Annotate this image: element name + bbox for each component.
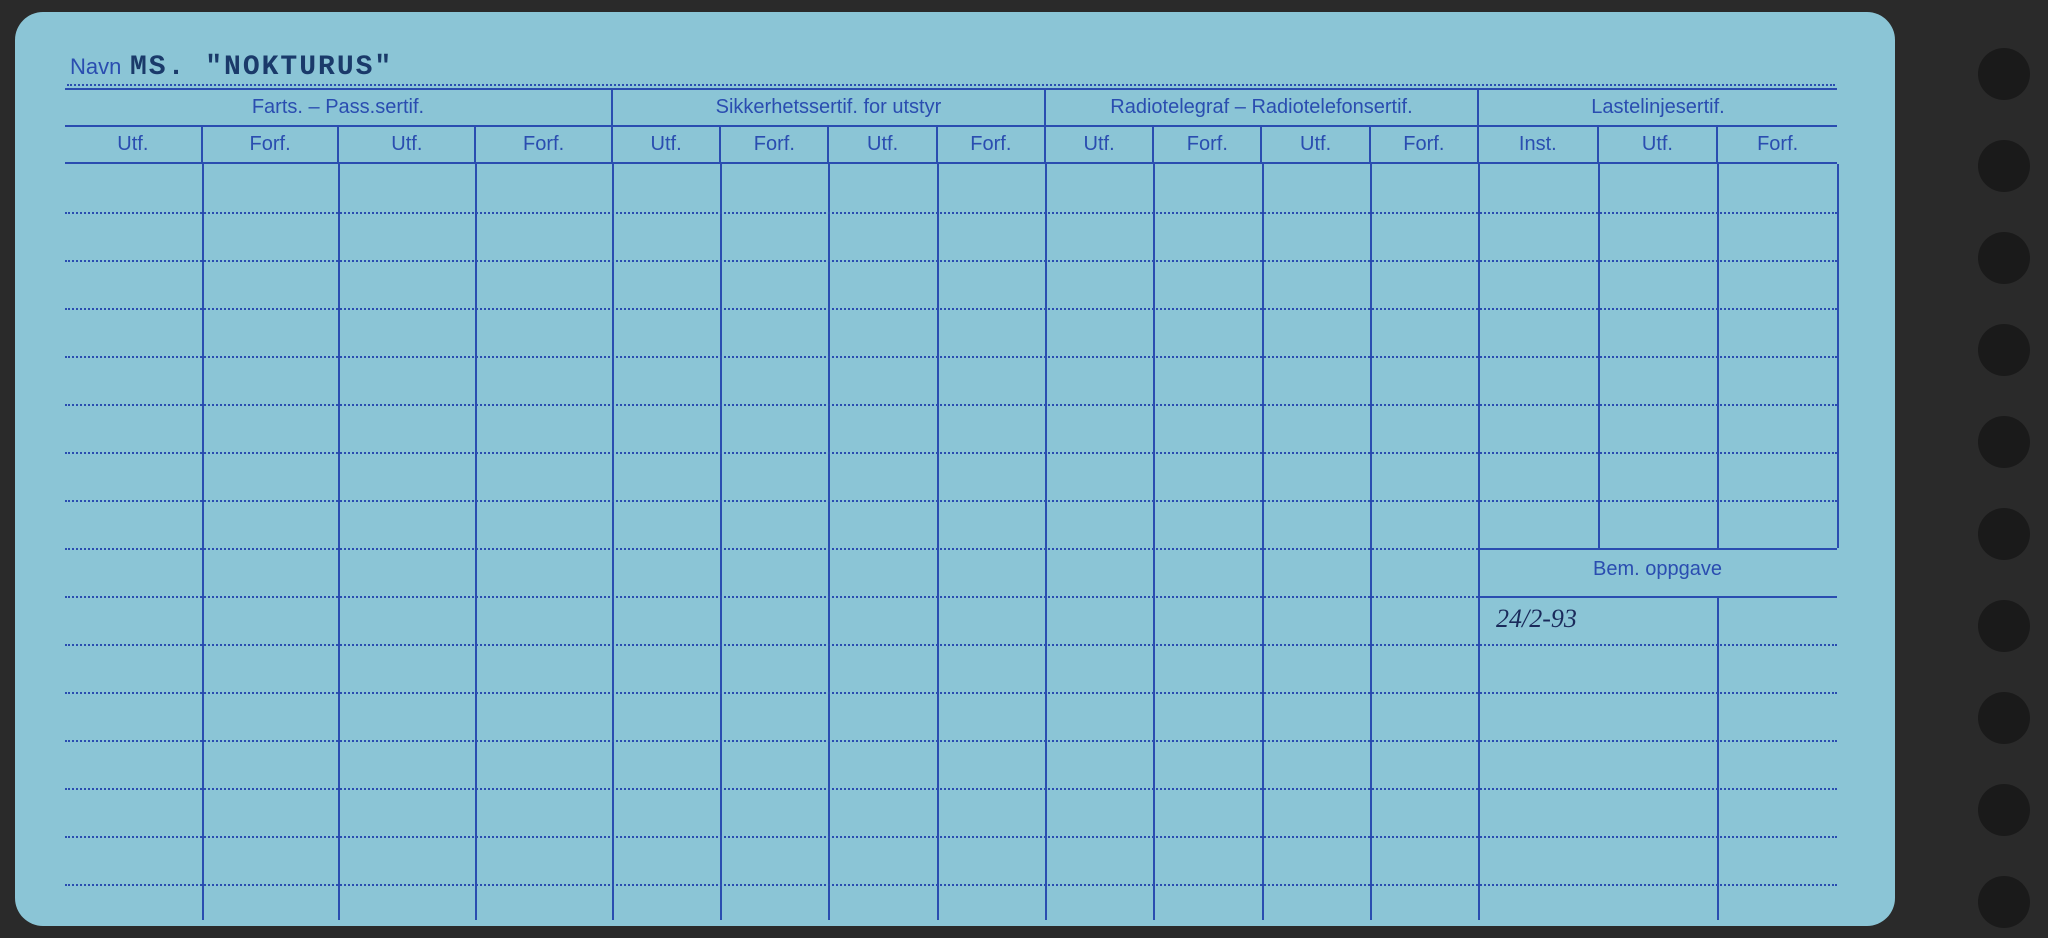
- column-divider: [1262, 164, 1264, 920]
- column-sub-header: Utf.: [338, 126, 475, 163]
- column-sub-header: Forf.: [720, 126, 828, 163]
- ship-name: MS. "NOKTURUS": [130, 52, 393, 83]
- column-group-header: Farts. – Pass.sertif.: [65, 89, 612, 126]
- row-line: [65, 740, 1837, 742]
- hole: [1978, 784, 2030, 836]
- column-divider: [937, 164, 939, 920]
- row-line: [65, 884, 1837, 886]
- hole: [1978, 48, 2030, 100]
- row-line: [65, 260, 1837, 262]
- row-line: [65, 644, 1837, 646]
- column-divider: [475, 164, 477, 920]
- row-line: [65, 788, 1837, 790]
- table-header: Farts. – Pass.sertif.Sikkerhetssertif. f…: [65, 88, 1837, 164]
- row-line: [65, 596, 1478, 598]
- bem-frame-line: [1478, 596, 1837, 598]
- column-divider: [1045, 164, 1047, 920]
- column-sub-header: Forf.: [202, 126, 339, 163]
- column-sub-header: Forf.: [475, 126, 612, 163]
- column-divider: [338, 164, 340, 920]
- bem-oppgave-label: Bem. oppgave: [1478, 558, 1837, 581]
- column-divider: [612, 164, 614, 920]
- navn-label: Navn: [70, 54, 121, 80]
- column-sub-header: Utf.: [612, 126, 720, 163]
- handwritten-date: 24/2-93: [1496, 604, 1577, 634]
- punch-holes: [1978, 48, 2030, 928]
- bem-divider: [1717, 596, 1719, 920]
- hole: [1978, 324, 2030, 376]
- column-sub-header: Utf.: [65, 126, 202, 163]
- column-sub-header: Forf.: [1370, 126, 1478, 163]
- hole: [1978, 232, 2030, 284]
- column-divider: [828, 164, 830, 920]
- hole: [1978, 508, 2030, 560]
- column-divider: [1370, 164, 1372, 920]
- column-group-header: Lastelinjesertif.: [1478, 89, 1837, 126]
- column-sub-header: Utf.: [1598, 126, 1718, 163]
- row-line: [65, 692, 1837, 694]
- column-sub-header: Utf.: [1261, 126, 1369, 163]
- column-sub-header: Utf.: [828, 126, 936, 163]
- index-card: Navn MS. "NOKTURUS" Farts. – Pass.sertif…: [15, 12, 1895, 926]
- row-line: [65, 452, 1837, 454]
- column-group-header: Radiotelegraf – Radiotelefonsertif.: [1045, 89, 1478, 126]
- column-sub-header: Forf.: [1153, 126, 1261, 163]
- row-line: [65, 500, 1837, 502]
- navn-underline: [67, 84, 1835, 86]
- hole: [1978, 140, 2030, 192]
- column-divider: [1837, 164, 1839, 548]
- hole: [1978, 876, 2030, 928]
- column-group-header: Sikkerhetssertif. for utstyr: [612, 89, 1045, 126]
- row-line: [65, 548, 1478, 550]
- column-sub-header: Forf.: [937, 126, 1045, 163]
- column-divider: [720, 164, 722, 920]
- column-divider: [202, 164, 204, 920]
- row-line: [65, 308, 1837, 310]
- hole: [1978, 692, 2030, 744]
- table-body: Bem. oppgave 24/2-93: [65, 164, 1837, 920]
- row-line: [65, 212, 1837, 214]
- column-sub-header: Inst.: [1478, 126, 1598, 163]
- column-divider: [1153, 164, 1155, 920]
- row-line: [65, 356, 1837, 358]
- bem-frame-line: [1478, 548, 1837, 550]
- column-divider: [1478, 164, 1480, 920]
- row-line: [65, 404, 1837, 406]
- hole: [1978, 416, 2030, 468]
- row-line: [65, 836, 1837, 838]
- column-sub-header: Forf.: [1717, 126, 1837, 163]
- column-sub-header: Utf.: [1045, 126, 1153, 163]
- hole: [1978, 600, 2030, 652]
